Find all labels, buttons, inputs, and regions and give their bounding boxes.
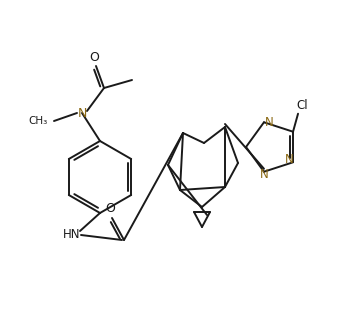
Text: N: N	[265, 116, 273, 129]
Text: N: N	[285, 153, 294, 166]
Text: O: O	[105, 202, 115, 215]
Text: CH₃: CH₃	[29, 116, 48, 126]
Text: N: N	[77, 107, 87, 120]
Text: HN: HN	[63, 228, 81, 242]
Text: O: O	[89, 51, 99, 64]
Text: Cl: Cl	[296, 99, 308, 112]
Text: N: N	[259, 168, 268, 181]
